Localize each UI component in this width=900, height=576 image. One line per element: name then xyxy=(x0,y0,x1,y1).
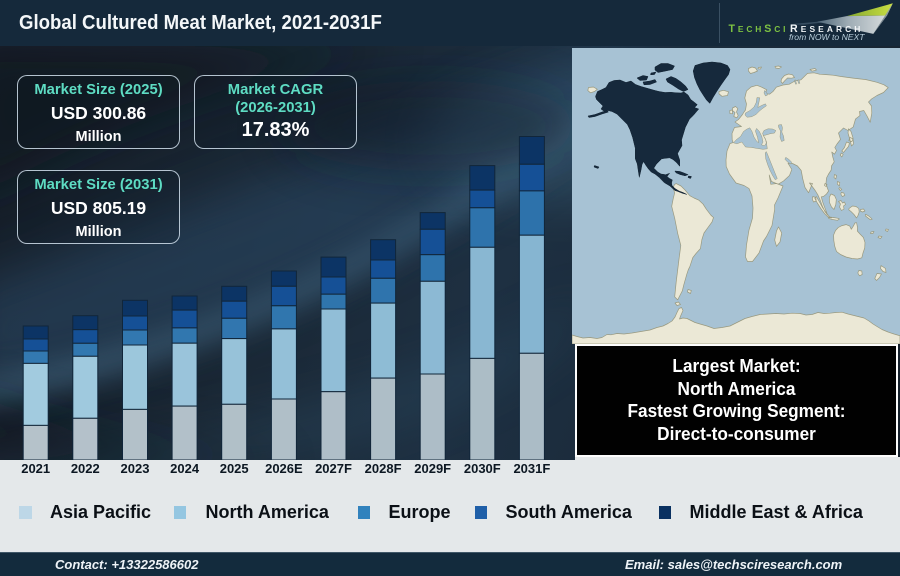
svg-text:TECHSCI: TECHSCI xyxy=(729,23,789,35)
svg-text:from NOW to NEXT: from NOW to NEXT xyxy=(789,32,865,42)
svg-text:RESEARCH: RESEARCH xyxy=(790,23,863,35)
